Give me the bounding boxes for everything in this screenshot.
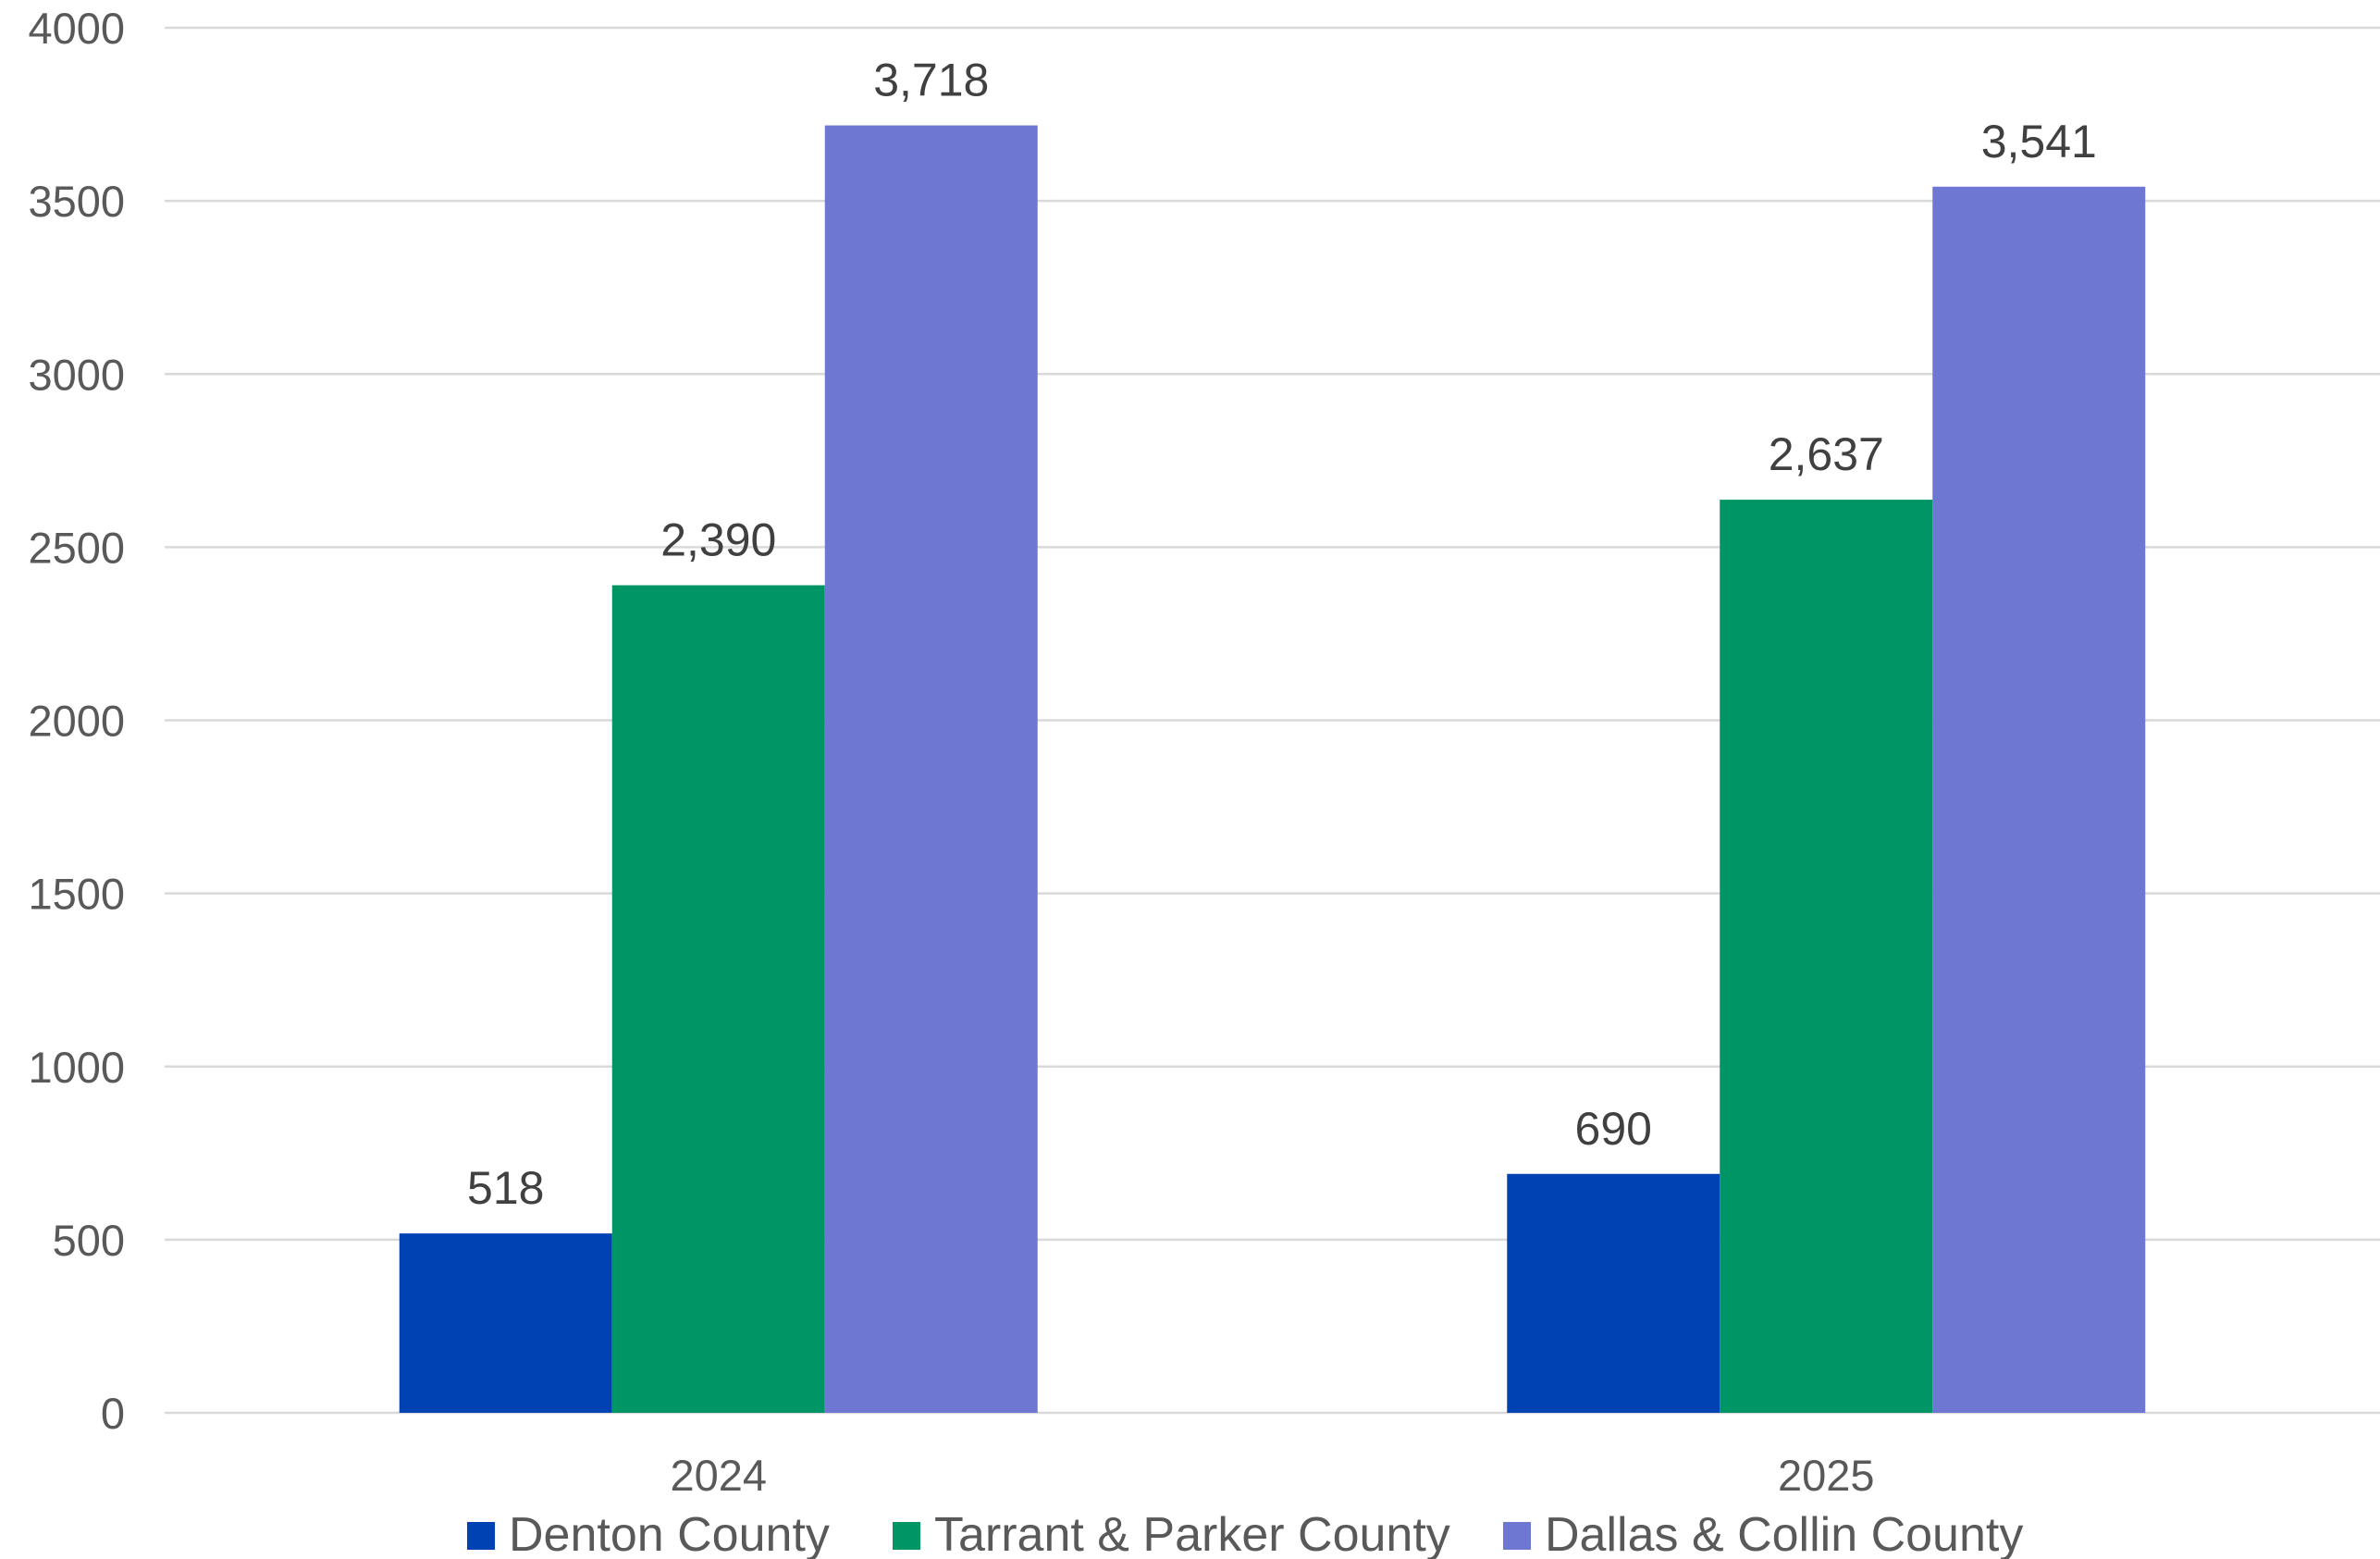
- bar: [1720, 500, 1933, 1413]
- bar: [399, 1233, 612, 1413]
- x-tick-label: 2024: [670, 1451, 767, 1500]
- bar: [1932, 186, 2146, 1413]
- y-tick-label: 3500: [28, 177, 125, 226]
- data-label: 518: [467, 1162, 544, 1214]
- x-axis: 2024 2025: [670, 1451, 1874, 1500]
- y-tick-label: 1500: [28, 870, 125, 919]
- y-tick-label: 2500: [28, 523, 125, 572]
- y-tick-label: 1000: [28, 1043, 125, 1092]
- bars: [399, 125, 2146, 1414]
- data-label: 3,718: [873, 55, 989, 106]
- y-tick-label: 2000: [28, 697, 125, 746]
- legend-swatch: [467, 1522, 495, 1550]
- data-label: 2,390: [660, 514, 776, 566]
- bar: [824, 125, 1038, 1414]
- x-tick-label: 2025: [1778, 1451, 1875, 1500]
- y-tick-label: 4000: [28, 4, 125, 53]
- bar: [611, 585, 825, 1413]
- y-tick-label: 0: [101, 1389, 125, 1438]
- legend-swatch: [1503, 1522, 1531, 1550]
- legend: Denton County Tarrant & Parker County Dall…: [467, 1508, 2023, 1559]
- legend-entry: Tarrant & Parker County: [934, 1508, 1450, 1559]
- data-label: 690: [1575, 1103, 1652, 1155]
- data-label: 2,637: [1769, 428, 1884, 480]
- data-labels: 518 2,390 3,718 690 2,637 3,541: [467, 55, 2097, 1215]
- bar: [1507, 1173, 1720, 1413]
- legend-swatch: [893, 1522, 920, 1550]
- y-tick-label: 500: [53, 1216, 125, 1265]
- y-tick-label: 3000: [28, 350, 125, 399]
- legend-entry: Dallas & Collin County: [1545, 1508, 2023, 1559]
- legend-entry: Denton County: [509, 1508, 830, 1559]
- data-label: 3,541: [1981, 116, 2097, 167]
- y-axis: 0 500 1000 1500 2000 2500 3000 3500 4000: [28, 4, 125, 1438]
